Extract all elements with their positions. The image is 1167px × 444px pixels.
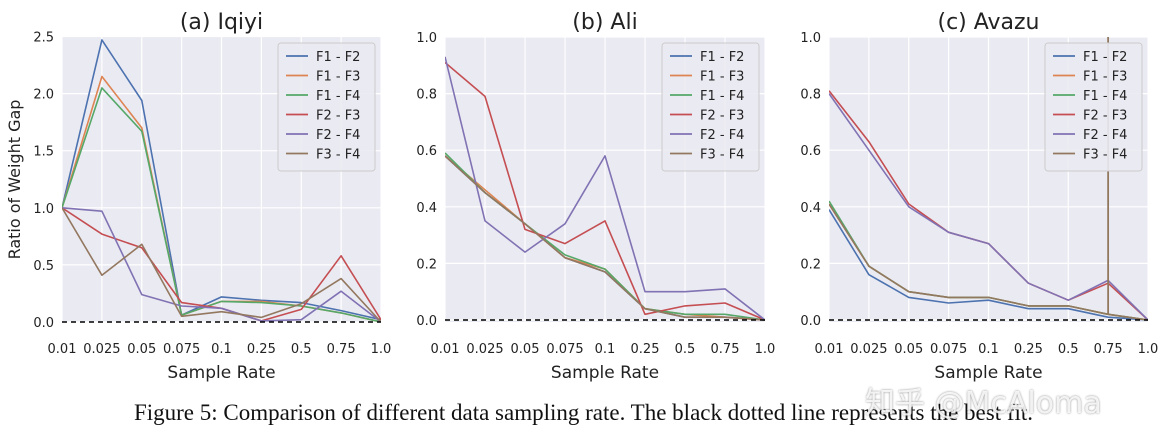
y-tick-label: 0.4 (416, 201, 437, 216)
y-tick-label: 2.0 (33, 88, 54, 103)
x-tick-label: 0.25 (1014, 342, 1043, 357)
legend-entry: F1 - F3 (1083, 70, 1127, 85)
series-lines (445, 56, 765, 321)
chart-title: (c) Avazu (937, 10, 1039, 35)
series-line-f3-f4 (445, 155, 765, 321)
x-tick-label: 0.05 (894, 342, 923, 357)
x-axis-label: Sample Rate (551, 363, 659, 383)
x-tick-label: 0.075 (930, 342, 967, 357)
y-tick-label: 0.0 (800, 314, 821, 329)
series-line-f2-f4 (62, 207, 381, 322)
chart-title: (b) Ali (572, 10, 637, 35)
x-tick-label: 0.075 (546, 342, 583, 357)
legend: F1 - F2 F1 - F3 F1 - F4 F2 - F3 F2 - F4 F3 - … (1044, 42, 1143, 172)
y-tick-label: 0.6 (416, 144, 437, 159)
legend-entry: F1 - F3 (316, 70, 360, 85)
legend-entry: F2 - F3 (700, 109, 744, 124)
chart-panel-1: 0.01 0.025 0.05 0.075 0.1 0.25 0.5 0.75 1.0 0.0 0.… (5, 10, 391, 383)
legend-entry: F3 - F4 (316, 148, 360, 163)
x-tick-label: 0.1 (211, 342, 232, 357)
x-tick-label: 0.75 (711, 342, 740, 357)
y-tick-label: 0.0 (416, 314, 437, 329)
y-tick-label: 2.5 (33, 31, 54, 46)
y-tick-label: 0.8 (800, 88, 821, 103)
legend-entry: F1 - F3 (700, 70, 744, 85)
legend-entry: F1 - F4 (316, 89, 360, 104)
series-line-f3-f4 (62, 207, 381, 322)
legend-entry: F3 - F4 (1083, 148, 1127, 163)
x-tick-label: 0.01 (431, 342, 460, 357)
x-tick-label: 0.05 (511, 342, 540, 357)
x-tick-label: 1.0 (1138, 342, 1159, 357)
x-tick-label: 0.75 (1094, 342, 1123, 357)
x-tick-label: 0.025 (466, 342, 503, 357)
x-tick-label: 0.75 (327, 342, 356, 357)
chart-title: (a) Iqiyi (180, 10, 263, 35)
x-tick-label: 0.01 (48, 342, 77, 357)
series-line-f2-f4 (445, 56, 765, 321)
x-tick-label: 0.025 (83, 342, 120, 357)
chart-panel-3: 0.01 0.025 0.05 0.075 0.1 0.25 0.5 0.75 1.0 0.0 0.… (800, 10, 1158, 383)
series-line-f2-f3 (445, 61, 765, 321)
series-lines (829, 37, 1148, 321)
series-lines (62, 39, 381, 322)
watermark: 知乎 @McAloma (865, 386, 1102, 421)
y-tick-label: 0.2 (800, 257, 821, 272)
x-axis-label: Sample Rate (934, 363, 1042, 383)
legend-entry: F2 - F4 (1083, 128, 1127, 143)
legend-entry: F3 - F4 (700, 148, 744, 163)
legend: F1 - F2 F1 - F3 F1 - F4 F2 - F3 F2 - F4 F3 - … (661, 42, 760, 172)
x-tick-label: 0.01 (815, 342, 844, 357)
figure-caption: Figure 5: Comparison of different data s… (133, 400, 1034, 425)
legend-entry: F1 - F4 (700, 89, 744, 104)
x-tick-label: 0.5 (1058, 342, 1079, 357)
y-tick-label: 0.8 (416, 88, 437, 103)
x-axis-label: Sample Rate (167, 363, 275, 383)
legend-entry: F2 - F4 (700, 128, 744, 143)
x-tick-label: 1.0 (371, 342, 392, 357)
x-tick-label: 0.5 (291, 342, 312, 357)
y-tick-label: 0.2 (416, 257, 437, 272)
x-tick-label: 0.25 (631, 342, 660, 357)
y-tick-label: 0.4 (800, 201, 821, 216)
y-tick-label: 1.0 (33, 202, 54, 217)
series-line-f3-f4 (829, 203, 1148, 321)
x-tick-label: 0.1 (978, 342, 999, 357)
series-line-f1-f2 (62, 39, 381, 321)
legend-entry: F2 - F4 (316, 128, 360, 143)
y-tick-label: 1.0 (416, 31, 437, 46)
y-tick-label: 0.0 (33, 316, 54, 331)
legend-entry: F1 - F2 (700, 50, 744, 65)
legend-entry: F2 - F3 (316, 109, 360, 124)
legend: F1 - F2 F1 - F3 F1 - F4 F2 - F3 F2 - F4 F3 - … (277, 42, 376, 172)
x-tick-label: 0.05 (127, 342, 156, 357)
legend-entry: F2 - F3 (1083, 109, 1127, 124)
series-line-f2-f4 (829, 93, 1148, 321)
x-tick-label: 0.5 (675, 342, 696, 357)
x-tick-label: 0.25 (247, 342, 276, 357)
y-tick-label: 1.5 (33, 145, 54, 160)
y-axis-label: Ratio of Weight Gap (5, 100, 24, 260)
series-line-f1-f4 (62, 87, 381, 322)
x-tick-label: 1.0 (755, 342, 776, 357)
x-tick-label: 0.025 (850, 342, 887, 357)
legend-entry: F1 - F2 (1083, 50, 1127, 65)
legend-entry: F1 - F2 (316, 50, 360, 65)
series-line-f1-f2 (829, 209, 1148, 321)
x-tick-label: 0.1 (595, 342, 616, 357)
y-tick-label: 0.5 (33, 259, 54, 274)
chart-panel-2: 0.01 0.025 0.05 0.075 0.1 0.25 0.5 0.75 1.0 0.0 0.… (416, 10, 775, 383)
y-tick-label: 1.0 (800, 31, 821, 46)
legend-entry: F1 - F4 (1083, 89, 1127, 104)
y-tick-label: 0.6 (800, 144, 821, 159)
x-tick-label: 0.075 (163, 342, 200, 357)
